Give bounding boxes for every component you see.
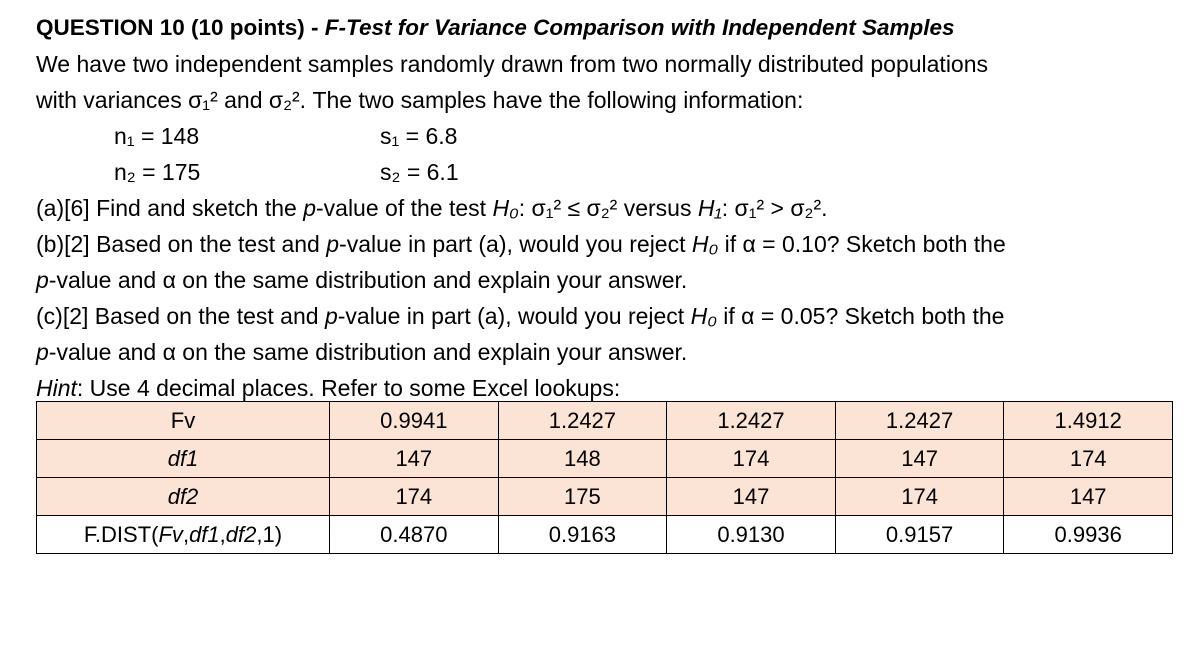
table-cell: 0.9941 bbox=[329, 401, 499, 440]
part-c-line2-rest: -value and α on the same distribution an… bbox=[48, 339, 688, 365]
part-a-mid: -value of the test bbox=[316, 195, 493, 221]
table-cell: 1.4912 bbox=[1003, 401, 1173, 440]
part-a-h0-cond: : σ₁² ≤ σ₂² versus bbox=[518, 195, 698, 221]
part-a-h1-cond: : σ₁² > σ₂². bbox=[721, 195, 828, 221]
part-a: (a)[6] Find and sketch the p-value of th… bbox=[36, 190, 1181, 226]
part-c-mid: -value in part (a), would you reject bbox=[337, 303, 691, 329]
sample-info: n₁ = 148 s₁ = 6.8 n₂ = 175 s₂ = 6.1 bbox=[36, 118, 1181, 190]
sample2-size: n₂ = 175 bbox=[114, 159, 201, 185]
part-c-suffix: if α = 0.05? Sketch both the bbox=[716, 303, 1005, 329]
table-cell: 1.2427 bbox=[834, 401, 1005, 440]
table-cell: 147 bbox=[329, 439, 499, 478]
table-cell: 174 bbox=[1003, 439, 1173, 478]
sample1-size: n₁ = 148 bbox=[114, 123, 200, 149]
table-cell: 0.9163 bbox=[497, 515, 668, 554]
part-b-line2-p: p bbox=[36, 267, 49, 293]
table-cell: 0.4870 bbox=[329, 515, 499, 554]
intro-line-2: with variances σ₁² and σ₂². The two samp… bbox=[36, 87, 804, 113]
row-label: df1 bbox=[36, 439, 330, 478]
table-cell: 174 bbox=[329, 477, 499, 516]
part-a-prefix: (a)[6] Find and sketch the bbox=[36, 195, 304, 221]
table-cell: 147 bbox=[1003, 477, 1173, 516]
question-title-lead: QUESTION 10 (10 points) - bbox=[36, 15, 325, 40]
table-cell: 0.9936 bbox=[1003, 515, 1173, 554]
part-b-h0: H₀ bbox=[691, 231, 719, 257]
table-row: Fv 0.9941 1.2427 1.2427 1.2427 1.4912 bbox=[36, 401, 1173, 440]
part-c-line-1: (c)[2] Based on the test and p-value in … bbox=[36, 298, 1181, 334]
part-c-line-2: p-value and α on the same distribution a… bbox=[36, 334, 1181, 370]
table-cell: 147 bbox=[834, 439, 1005, 478]
table-cell: 175 bbox=[497, 477, 668, 516]
part-b-line-1: (b)[2] Based on the test and p-value in … bbox=[36, 226, 1181, 262]
part-a-h0: H₀ bbox=[492, 195, 519, 221]
part-c-p: p bbox=[324, 303, 338, 329]
row-label: Fv bbox=[36, 401, 330, 440]
hint-label: Hint bbox=[36, 375, 77, 401]
table-cell: 147 bbox=[666, 477, 836, 516]
row-label: F.DIST(Fv,df1,df2,1) bbox=[36, 515, 330, 554]
part-b-line2-rest: -value and α on the same distribution an… bbox=[48, 267, 688, 293]
excel-lookup-table: Fv 0.9941 1.2427 1.2427 1.2427 1.4912 df1 147 14… bbox=[36, 401, 1173, 554]
table-row: df1 147 148 174 147 174 bbox=[36, 439, 1173, 478]
part-b-line-2: p-value and α on the same distribution a… bbox=[36, 262, 1181, 298]
table-cell: 148 bbox=[497, 439, 668, 478]
part-b-prefix: (b)[2] Based on the test and bbox=[36, 231, 327, 257]
table-cell: 174 bbox=[666, 439, 836, 478]
question-document: QUESTION 10 (10 points) - F-Test for Var… bbox=[36, 10, 1181, 406]
table-row: df2 174 175 147 174 147 bbox=[36, 477, 1173, 516]
table-cell: 1.2427 bbox=[497, 401, 668, 440]
row-label: df2 bbox=[36, 477, 330, 516]
hint-text: : Use 4 decimal places. Refer to some Ex… bbox=[76, 375, 621, 401]
part-b-suffix: if α = 0.10? Sketch both the bbox=[718, 231, 1006, 257]
part-a-h1: H₁ bbox=[697, 195, 722, 221]
sample2-sd: s₂ = 6.1 bbox=[380, 159, 459, 185]
part-c-prefix: (c)[2] Based on the test and bbox=[36, 303, 325, 329]
part-c-h0: H₀ bbox=[690, 303, 717, 329]
question-title-topic: F-Test for Variance Comparison with Inde… bbox=[324, 15, 955, 40]
lookup-table-body: Fv 0.9941 1.2427 1.2427 1.2427 1.4912 df1 147 14… bbox=[36, 401, 1173, 554]
part-c-line2-p: p bbox=[36, 339, 49, 365]
part-b-p: p bbox=[326, 231, 340, 257]
table-cell: 0.9157 bbox=[834, 515, 1005, 554]
part-a-p: p bbox=[303, 195, 316, 221]
table-row: F.DIST(Fv,df1,df2,1) 0.4870 0.9163 0.9130 0.… bbox=[36, 515, 1173, 554]
question-title: QUESTION 10 (10 points) - F-Test for Var… bbox=[36, 10, 1181, 46]
table-cell: 1.2427 bbox=[666, 401, 836, 440]
sample1-sd: s₁ = 6.8 bbox=[380, 123, 458, 149]
hint-line: Hint: Use 4 decimal places. Refer to som… bbox=[36, 370, 1181, 406]
part-b-mid: -value in part (a), would you reject bbox=[339, 231, 692, 257]
intro-line-1: We have two independent samples randomly… bbox=[36, 51, 989, 77]
table-cell: 0.9130 bbox=[666, 515, 836, 554]
table-cell: 174 bbox=[834, 477, 1005, 516]
